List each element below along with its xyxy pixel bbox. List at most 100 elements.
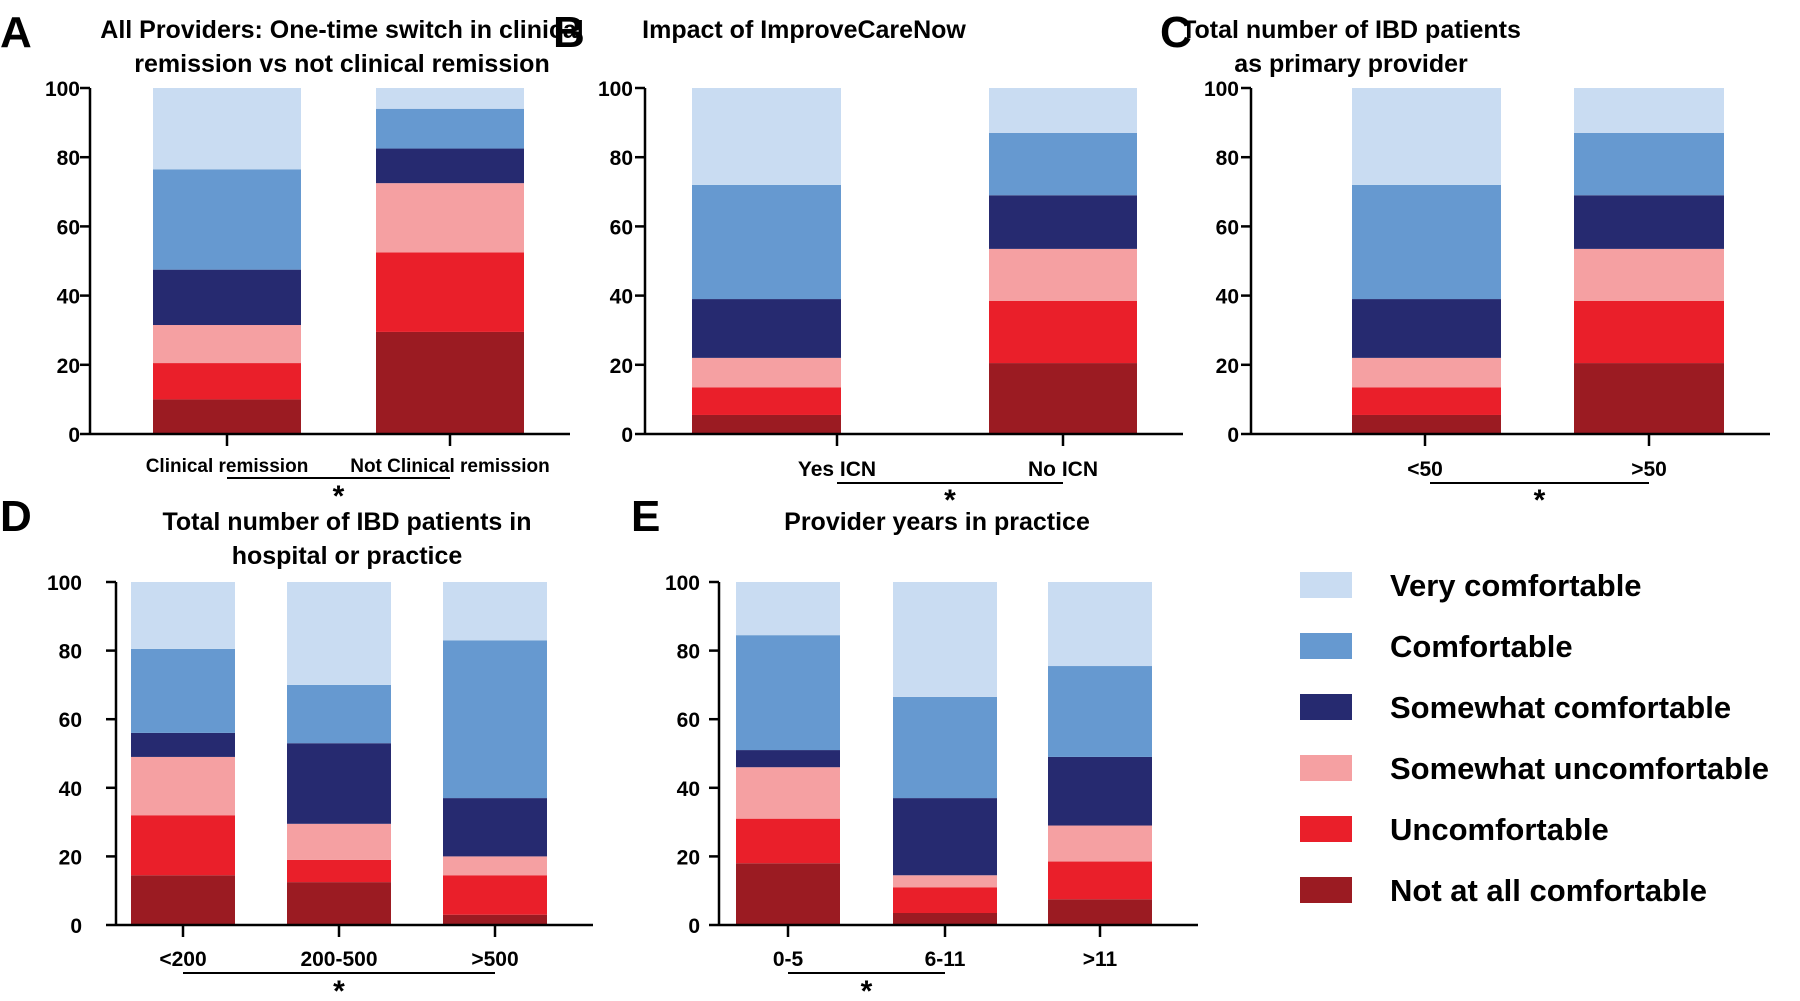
bar-segment-6-11-comfortable [893, 696, 997, 799]
y-tick-label: 0 [688, 915, 700, 938]
bar-segment-200-somewhat-comfortable [131, 732, 235, 757]
bar-segment-200-uncomfortable [131, 815, 235, 876]
y-tick-label: 80 [610, 147, 633, 170]
legend-swatch [1300, 816, 1352, 842]
bar-segment-500-somewhat-uncomfortable [443, 856, 547, 876]
bar-segment-0-5-uncomfortable [736, 818, 840, 864]
panel-title: All Providers: One-time switch in clinic… [100, 16, 583, 44]
legend-swatch [1300, 877, 1352, 903]
bar-segment-6-11-uncomfortable [893, 887, 997, 913]
legend-swatch [1300, 755, 1352, 781]
panel-title: remission vs not clinical remission [134, 50, 549, 78]
significance-star: * [1534, 484, 1546, 517]
bar-segment-0-5-very-comfortable [736, 582, 840, 636]
panel-letter: D [0, 492, 32, 541]
bar-segment-200-500-uncomfortable [287, 859, 391, 883]
bar-segment-50-uncomfortable [1574, 300, 1724, 364]
bar-segment-not-clinical-remission-very-comfortable [376, 88, 524, 109]
bar-segment-50-somewhat-uncomfortable [1574, 248, 1724, 301]
bar-segment-50-very-comfortable [1574, 88, 1724, 133]
bar-segment-not-clinical-remission-somewhat-uncomfortable [376, 183, 524, 253]
bar-segment-50-comfortable [1574, 132, 1724, 196]
panel-a: A All Providers: One-time switch in clini… [0, 8, 584, 513]
bar-segment-200-500-comfortable [287, 684, 391, 744]
bar-segment-50-uncomfortable [1352, 387, 1501, 415]
bar-segment-not-clinical-remission-comfortable [376, 108, 524, 149]
panel-letter: E [631, 492, 660, 541]
bar-segment-yes-icn-somewhat-comfortable [692, 299, 841, 358]
y-tick-label: 40 [677, 778, 700, 801]
bar-segment-200-500-very-comfortable [287, 582, 391, 685]
panel-title: Total number of IBD patients in [163, 508, 532, 536]
bar-segment-yes-icn-uncomfortable [692, 387, 841, 415]
y-tick-label: 20 [1216, 355, 1239, 378]
category-label: >11 [1083, 948, 1118, 971]
bar-segment-11-not-at-all-comfortable [1048, 899, 1152, 925]
y-tick-label: 0 [621, 424, 633, 447]
bar-segment-11-uncomfortable [1048, 861, 1152, 900]
bar-segment-11-somewhat-comfortable [1048, 756, 1152, 826]
bar-segment-0-5-somewhat-uncomfortable [736, 767, 840, 819]
significance-star: * [333, 975, 345, 1001]
bar-segment-200-comfortable [131, 648, 235, 733]
y-tick-label: 60 [59, 709, 82, 732]
y-tick-label: 40 [57, 286, 80, 309]
category-label: >500 [471, 948, 518, 971]
bar-segment-yes-icn-not-at-all-comfortable [692, 414, 841, 434]
category-label: <200 [159, 948, 206, 971]
y-tick-label: 40 [59, 778, 82, 801]
legend-item-comfortable: Comfortable [1300, 629, 1573, 664]
panel-title: hospital or practice [232, 542, 463, 570]
bar-segment-200-500-somewhat-comfortable [287, 743, 391, 824]
y-tick-label: 80 [1216, 147, 1239, 170]
y-tick-label: 60 [57, 216, 80, 239]
legend-item-somewhat-uncomfortable: Somewhat uncomfortable [1300, 751, 1769, 786]
bar-segment-0-5-somewhat-comfortable [736, 750, 840, 768]
category-label: <50 [1407, 458, 1443, 481]
y-tick-label: 0 [1227, 424, 1239, 447]
y-tick-label: 80 [677, 641, 700, 664]
significance-star: * [333, 480, 345, 513]
legend: Very comfortable Comfortable Somewhat comf… [1300, 568, 1769, 908]
bar-segment-200-very-comfortable [131, 582, 235, 649]
bar-segment-6-11-very-comfortable [893, 582, 997, 697]
legend-label: Very comfortable [1390, 568, 1642, 603]
bar-segment-clinical-remission-somewhat-comfortable [153, 269, 301, 326]
bar-segment-0-5-not-at-all-comfortable [736, 863, 840, 925]
bar-segment-50-somewhat-comfortable [1574, 195, 1724, 249]
legend-label: Not at all comfortable [1390, 873, 1707, 908]
y-tick-label: 60 [1216, 216, 1239, 239]
bar-segment-50-very-comfortable [1352, 88, 1501, 185]
bar-segment-6-11-somewhat-uncomfortable [893, 875, 997, 888]
bar-segment-50-somewhat-comfortable [1352, 299, 1501, 358]
bar-segment-no-icn-comfortable [989, 132, 1137, 196]
bar-segment-50-comfortable [1352, 184, 1501, 300]
category-label: 200-500 [300, 948, 377, 971]
category-label: Not Clinical remission [350, 456, 550, 477]
bars [1352, 88, 1724, 434]
bar-segment-500-somewhat-comfortable [443, 798, 547, 857]
y-tick-label: 20 [59, 846, 82, 869]
bar-segment-11-somewhat-uncomfortable [1048, 825, 1152, 862]
panel-letter: A [0, 8, 32, 57]
panel-d: D Total number of IBD patients in hospital… [0, 492, 593, 1001]
bar-segment-11-very-comfortable [1048, 582, 1152, 667]
bar-segment-clinical-remission-comfortable [153, 169, 301, 270]
bars [153, 88, 524, 434]
bar-segment-50-not-at-all-comfortable [1352, 414, 1501, 434]
category-label: 6-11 [925, 948, 966, 971]
y-tick-label: 20 [677, 846, 700, 869]
y-tick-label: 100 [45, 78, 80, 101]
bar-segment-50-somewhat-uncomfortable [1352, 357, 1501, 388]
legend-item-uncomfortable: Uncomfortable [1300, 812, 1609, 847]
bar-segment-500-uncomfortable [443, 875, 547, 915]
bars [736, 582, 1152, 925]
bars [131, 582, 547, 925]
category-label: Clinical remission [146, 456, 309, 477]
bar-segment-200-not-at-all-comfortable [131, 875, 235, 925]
y-tick-label: 40 [610, 286, 633, 309]
category-label: >50 [1631, 458, 1667, 481]
legend-item-not-at-all-comfortable: Not at all comfortable [1300, 873, 1707, 908]
